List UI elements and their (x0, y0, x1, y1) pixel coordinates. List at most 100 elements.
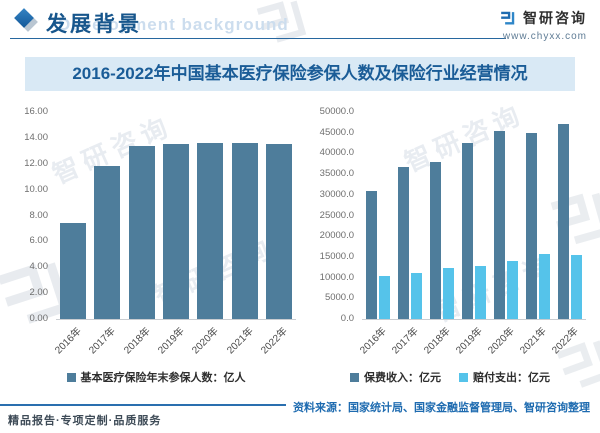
data-source-note: 资料来源：国家统计局、国家金融监督管理局、智研咨询整理 (293, 402, 590, 414)
brand-url: www.chyxx.com (502, 31, 587, 42)
plot-area (362, 112, 586, 320)
bar (398, 167, 409, 319)
x-axis: 2016年 2017年 2018年 2019年 2020年 2021年 2022年 (358, 323, 586, 363)
x-tick-label: 2017年 (87, 325, 118, 357)
x-tick-label: 2016年 (53, 325, 84, 357)
bar-group (430, 162, 454, 319)
bar (539, 254, 550, 319)
x-tick-label: 2020年 (486, 325, 517, 357)
brand-name: 智研咨询 (523, 10, 587, 26)
legend-item: 保费收入：亿元 (350, 369, 441, 385)
y-tick-label: 14.00 (24, 131, 48, 143)
zhiyan-logo-icon (501, 11, 515, 24)
bar (571, 255, 582, 319)
legend-swatch (66, 372, 76, 382)
bar (379, 276, 390, 319)
y-tick-label: 12.00 (24, 157, 48, 169)
legend: 基本医疗保险年末参保人数：亿人 (10, 369, 302, 385)
x-tick-label: 2022年 (550, 325, 581, 357)
footer-divider (0, 404, 286, 406)
y-tick-label: 25000.0 (319, 209, 354, 221)
y-tick-label: 15000.0 (319, 250, 354, 262)
legend-label: 基本医疗保险年末参保人数：亿人 (80, 372, 246, 384)
bar (526, 133, 537, 319)
bar (462, 143, 473, 319)
bar-group (366, 191, 390, 319)
bar-group (526, 133, 550, 319)
y-tick-label: 16.00 (24, 106, 48, 117)
x-tick-label: 2018年 (122, 325, 153, 357)
bar (94, 166, 121, 319)
x-tick-label: 2018年 (422, 325, 453, 357)
y-tick-label: 10000.0 (319, 271, 354, 283)
y-tick-label: 50000.0 (319, 106, 354, 117)
y-tick-label: 0.0 (340, 313, 354, 324)
bar-group (60, 223, 87, 319)
legend-item: 赔付支出：亿元 (459, 369, 550, 385)
bar (231, 143, 258, 319)
header-divider (10, 38, 506, 39)
page-header: Development background 发展背景 智研咨询 www.chy… (0, 0, 600, 44)
bar-group (94, 166, 121, 319)
y-tick-label: 30000.0 (319, 188, 354, 200)
y-tick-label: 35000.0 (319, 168, 354, 180)
x-tick-label: 2022年 (259, 325, 290, 357)
chart-insurance-industry: 50000.0 45000.0 40000.0 35000.0 30000.0 25000… (308, 100, 592, 388)
x-tick-label: 2019年 (454, 325, 485, 357)
bar (443, 268, 454, 319)
bar-group (265, 144, 292, 319)
x-tick-label: 2021年 (225, 325, 256, 357)
legend-item: 基本医疗保险年末参保人数：亿人 (66, 369, 246, 385)
bar (162, 144, 189, 319)
legend-label: 保费收入：亿元 (364, 372, 441, 384)
y-tick-label: 8.00 (29, 209, 49, 221)
y-tick-label: 4.00 (29, 261, 49, 273)
section-subtitle-en: Development background (58, 15, 289, 34)
y-tick-label: 20000.0 (319, 230, 354, 242)
charts-area: 16.00 14.00 12.00 10.00 8.00 6.00 4.00 2.00 0.00… (0, 100, 600, 390)
bar-group (558, 124, 582, 319)
section-title: 发展背景 (46, 13, 142, 36)
y-tick-label: 6.00 (29, 235, 49, 247)
bar (265, 144, 292, 319)
legend: 保费收入：亿元 赔付支出：亿元 (308, 369, 592, 385)
bar-group (162, 144, 189, 319)
legend-swatch (350, 372, 359, 382)
bar (366, 191, 377, 319)
footer-slogan: 精品报告·专项定制·品质服务 (8, 415, 162, 427)
y-tick-label: 40000.0 (319, 147, 354, 159)
x-tick-label: 2017年 (390, 325, 421, 357)
bar-group (494, 131, 518, 319)
bar (494, 131, 505, 319)
bar-group (231, 143, 258, 319)
y-tick-label: 5000.0 (324, 292, 354, 304)
brand-logo: 智研咨询 (498, 8, 587, 28)
x-tick-label: 2020年 (190, 325, 221, 357)
bar-group (128, 146, 155, 319)
plot-area (56, 112, 296, 320)
y-tick-label: 45000.0 (319, 126, 354, 138)
bar (128, 146, 155, 319)
y-tick-label: 10.00 (24, 183, 48, 195)
bar (197, 143, 224, 319)
bar (507, 261, 518, 319)
y-tick-label: 0.00 (29, 313, 49, 324)
bar-group (398, 167, 422, 319)
bar-group (462, 143, 486, 319)
bar (411, 273, 422, 319)
x-axis: 2016年 2017年 2018年 2019年 2020年 2021年 2022年 (53, 323, 296, 363)
chart-medical-insurance-participants: 16.00 14.00 12.00 10.00 8.00 6.00 4.00 2.00 0.00… (10, 100, 302, 388)
legend-swatch (459, 372, 468, 382)
chart-main-title: 2016-2022年中国基本医疗保险参保人数及保险行业经营情况 (25, 57, 575, 91)
legend-label: 赔付支出：亿元 (473, 372, 550, 384)
x-tick-label: 2021年 (518, 325, 549, 357)
bar (475, 266, 486, 319)
bar (430, 162, 441, 319)
x-tick-label: 2016年 (358, 325, 389, 357)
bar (60, 223, 87, 319)
bar (558, 124, 569, 319)
x-tick-label: 2019年 (156, 325, 187, 357)
y-tick-label: 2.00 (29, 287, 49, 299)
bar-group (197, 143, 224, 319)
